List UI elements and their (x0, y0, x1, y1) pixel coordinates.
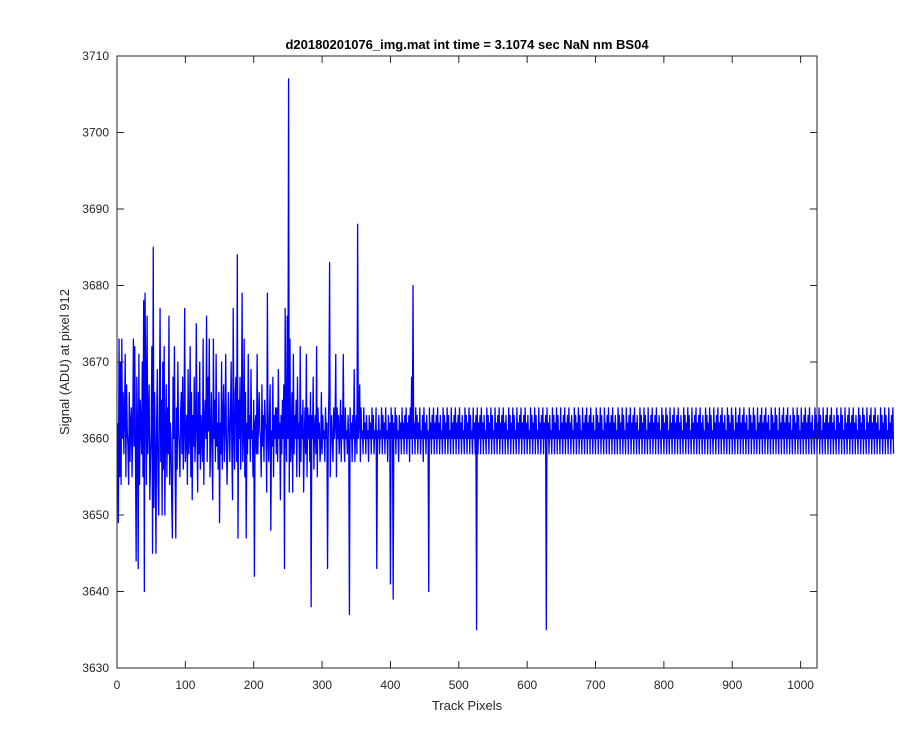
x-tick-label-300: 300 (312, 678, 332, 692)
x-tick-label-100: 100 (175, 678, 195, 692)
y-tick-labels: 3630 3640 3650 3660 3670 3680 3690 3700 3710 (82, 49, 109, 675)
axes-box (116, 55, 818, 669)
y-tick-label-3700: 3700 (82, 126, 109, 140)
x-axis-title: Track Pixels (432, 698, 503, 713)
x-tick-label-0: 0 (114, 678, 121, 692)
y-tick-label-3690: 3690 (82, 202, 109, 216)
x-tick-label-700: 700 (586, 678, 606, 692)
series-line-0 (117, 78, 895, 631)
y-tick-label-3630: 3630 (82, 661, 109, 675)
x-tick-label-800: 800 (654, 678, 674, 692)
y-tick-label-3660: 3660 (82, 432, 109, 446)
x-tick-label-500: 500 (449, 678, 469, 692)
series-layer (117, 78, 895, 631)
x-tick-label-600: 600 (517, 678, 537, 692)
y-axis-title: Signal (ADU) at pixel 912 (57, 289, 72, 435)
chart-title: d20180201076_img.mat int time = 3.1074 s… (285, 37, 649, 52)
x-tick-labels: 0 100 200 300 400 500 600 700 800 900 1000 (114, 678, 815, 692)
y-tick-label-3650: 3650 (82, 508, 109, 522)
x-tick-label-200: 200 (244, 678, 264, 692)
x-tick-label-1000: 1000 (787, 678, 814, 692)
x-tick-label-900: 900 (722, 678, 742, 692)
y-tick-label-3640: 3640 (82, 585, 109, 599)
y-tick-label-3680: 3680 (82, 279, 109, 293)
x-tick-label-400: 400 (380, 678, 400, 692)
y-tick-label-3670: 3670 (82, 355, 109, 369)
y-tick-label-3710: 3710 (82, 49, 109, 63)
